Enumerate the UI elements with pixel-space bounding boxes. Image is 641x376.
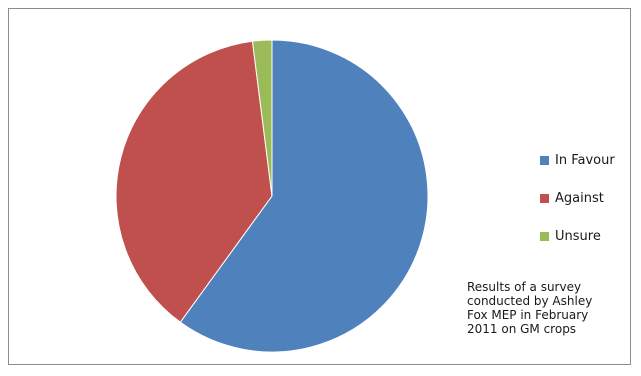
survey-note-line: 2011 on GM crops	[467, 322, 577, 336]
legend-item-in-favour: In Favour	[540, 152, 615, 169]
legend-swatch-against	[540, 194, 549, 203]
legend: In Favour Against Unsure	[540, 152, 615, 266]
legend-label-unsure: Unsure	[555, 229, 601, 244]
pie-slice-against	[115, 40, 273, 323]
pie-slices	[115, 39, 429, 353]
pie-slice-in-favour	[179, 39, 429, 353]
survey-note-line: Fox MEP in February	[467, 308, 589, 322]
legend-item-against: Against	[540, 190, 615, 207]
survey-note: Results of a survey conducted by Ashley …	[467, 280, 627, 336]
legend-item-unsure: Unsure	[540, 228, 615, 245]
pie-slice-unsure	[251, 39, 273, 197]
legend-swatch-in-favour	[540, 156, 549, 165]
legend-swatch-unsure	[540, 232, 549, 241]
legend-label-in-favour: In Favour	[555, 153, 615, 168]
survey-note-line: Results of a survey	[467, 280, 582, 294]
legend-label-against: Against	[555, 191, 604, 206]
survey-note-line: conducted by Ashley	[467, 294, 593, 308]
